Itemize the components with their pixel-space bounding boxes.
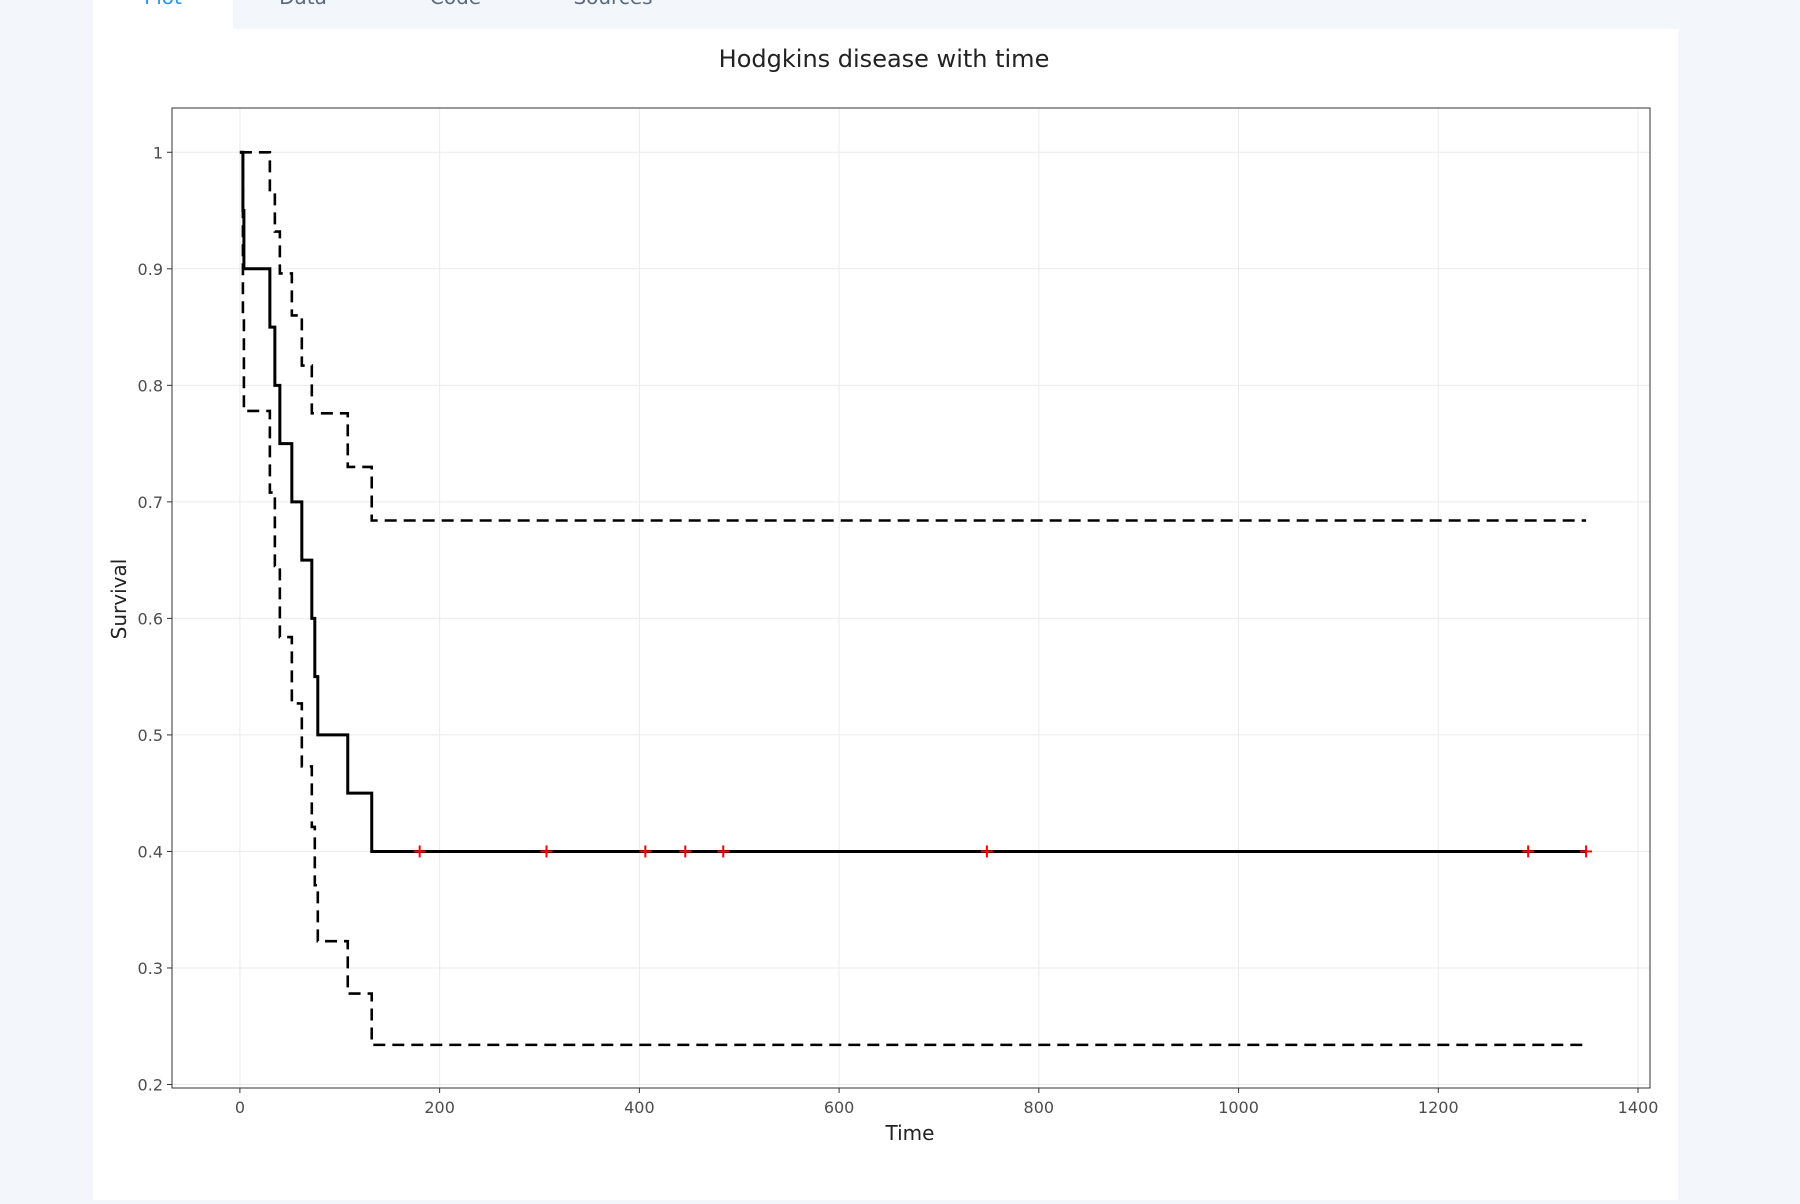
axes: 0.2 0.3 0.4 0.5 0.6 0.7 0.8 0.9 1 0 200 400 600 800 10… <box>138 143 1659 1117</box>
x-tick-label: 800 <box>1024 1098 1055 1117</box>
tab-sources[interactable]: Sources <box>538 0 688 29</box>
y-tick-label: 0.4 <box>138 842 163 861</box>
censor-mark <box>639 845 652 858</box>
series-group <box>239 150 1587 1047</box>
chart-title: Hodgkins disease with time <box>719 45 1050 73</box>
grid <box>172 108 1650 1088</box>
censor-mark <box>540 845 553 858</box>
tab-bar: Plot Data Code Sources <box>93 0 1678 29</box>
censor-mark <box>1522 845 1535 858</box>
x-tick-label: 200 <box>424 1098 455 1117</box>
censor-mark <box>980 845 993 858</box>
censor-marks <box>413 845 1593 858</box>
censor-mark <box>413 845 426 858</box>
x-tick-label: 0 <box>235 1098 245 1117</box>
x-tick-label: 400 <box>624 1098 655 1117</box>
x-tick-label: 1000 <box>1218 1098 1259 1117</box>
survival-chart: 0.2 0.3 0.4 0.5 0.6 0.7 0.8 0.9 1 0 200 400 600 800 10… <box>107 45 1659 1145</box>
tab-plot[interactable]: Plot <box>93 0 233 29</box>
y-tick-label: 0.5 <box>138 726 163 745</box>
x-tick-label: 1200 <box>1418 1098 1459 1117</box>
plot-border <box>171 107 1651 1089</box>
y-tick-label: 0.8 <box>138 376 163 395</box>
tab-data[interactable]: Data <box>233 0 373 29</box>
x-tick-label: 1400 <box>1618 1098 1659 1117</box>
censor-mark <box>679 845 692 858</box>
x-tick-label: 600 <box>824 1098 855 1117</box>
y-tick-label: 1 <box>153 143 163 162</box>
survival-curve <box>239 150 1587 853</box>
tab-code[interactable]: Code <box>383 0 528 29</box>
y-tick-label: 0.9 <box>138 260 163 279</box>
lower-ci-curve <box>239 150 1587 1047</box>
y-axis-label: Survival <box>107 559 131 640</box>
y-tick-label: 0.6 <box>138 609 163 628</box>
censor-mark <box>1580 845 1593 858</box>
y-tick-label: 0.7 <box>138 493 163 512</box>
censor-mark <box>717 845 730 858</box>
plot-panel: 0.2 0.3 0.4 0.5 0.6 0.7 0.8 0.9 1 0 200 400 600 800 10… <box>93 29 1678 1200</box>
y-tick-label: 0.3 <box>138 959 163 978</box>
y-tick-label: 0.2 <box>138 1076 163 1095</box>
upper-ci-curve <box>239 150 1587 522</box>
x-axis-label: Time <box>885 1121 935 1145</box>
